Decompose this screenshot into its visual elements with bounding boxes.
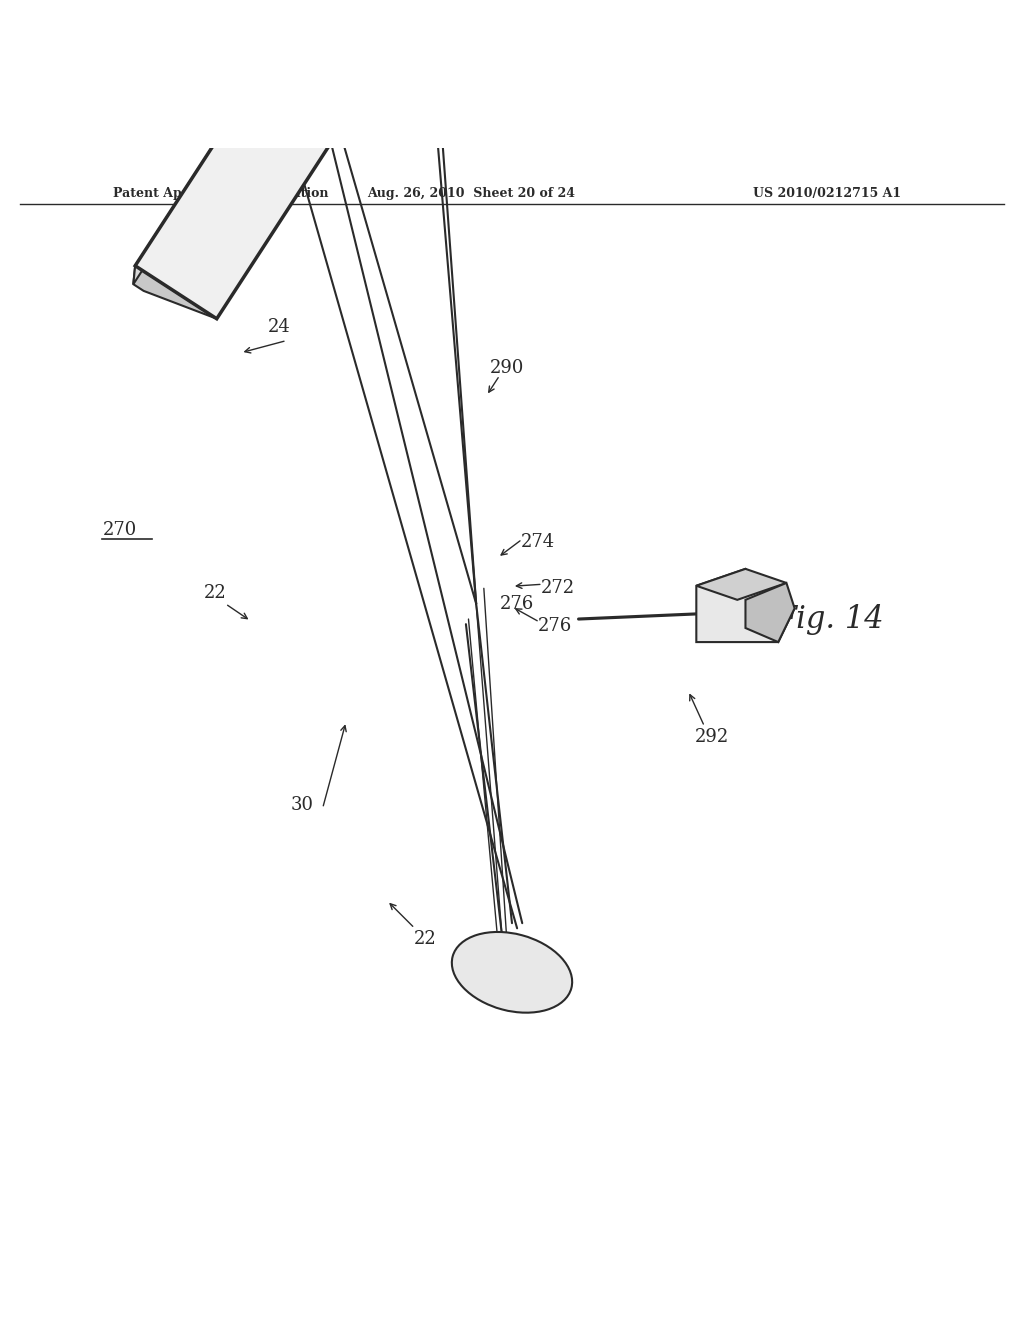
Text: 272: 272 [541,579,575,598]
Text: 276: 276 [500,595,535,612]
Text: 274: 274 [520,533,555,552]
Text: 292: 292 [694,727,729,746]
Text: US 2010/0212715 A1: US 2010/0212715 A1 [753,187,901,199]
Text: 290: 290 [489,359,524,378]
Polygon shape [133,265,217,318]
Polygon shape [696,569,795,642]
Polygon shape [696,569,786,599]
Text: 22: 22 [204,585,226,602]
Polygon shape [135,0,651,318]
Text: Patent Application Publication: Patent Application Publication [113,187,328,199]
Polygon shape [133,0,570,284]
Text: Aug. 26, 2010  Sheet 20 of 24: Aug. 26, 2010 Sheet 20 of 24 [367,187,575,199]
Text: 270: 270 [102,521,136,539]
Polygon shape [745,583,795,642]
Text: 24: 24 [268,318,291,337]
Text: Fig. 14: Fig. 14 [775,603,884,635]
Ellipse shape [452,932,572,1012]
Text: 22: 22 [414,929,436,948]
Text: 30: 30 [291,796,313,814]
Text: 276: 276 [538,618,572,635]
